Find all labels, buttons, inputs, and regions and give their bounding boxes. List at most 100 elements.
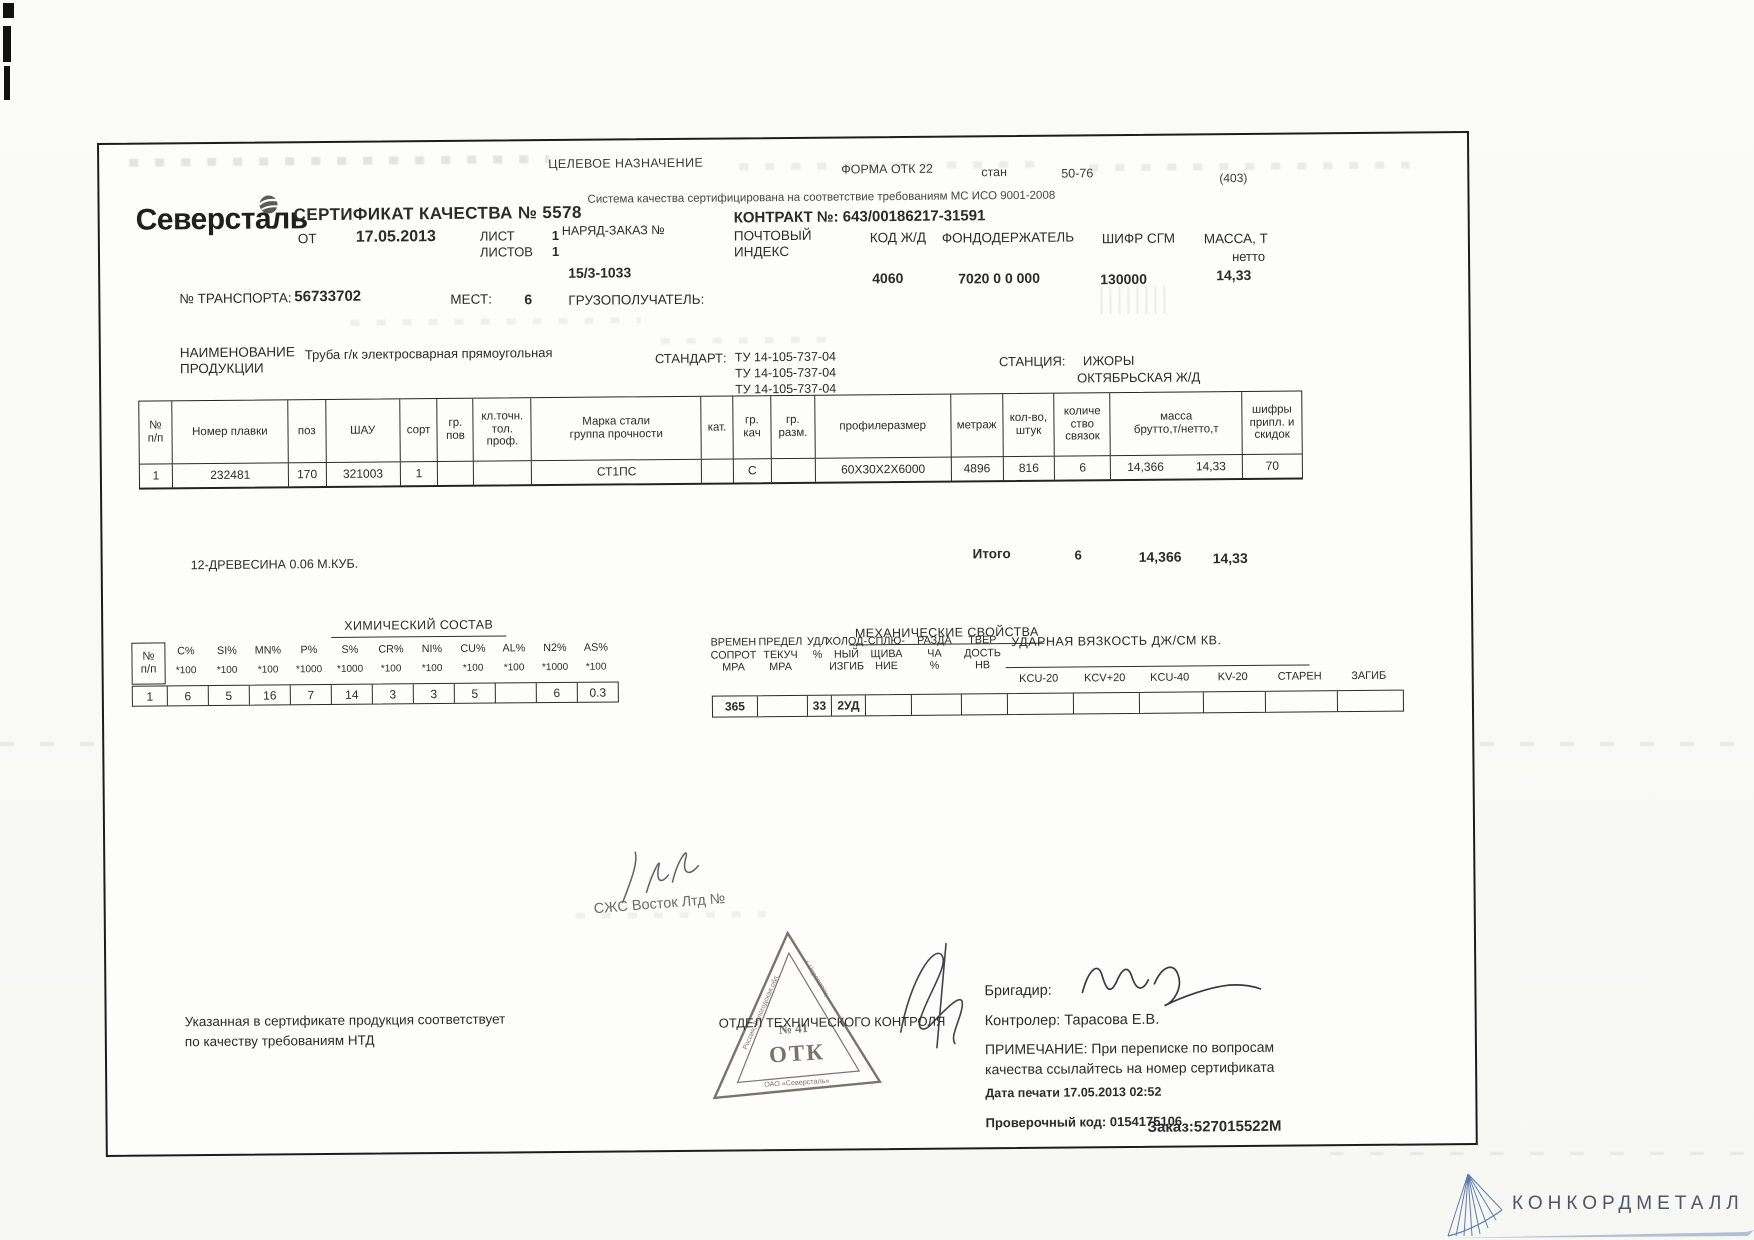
col-header: гр. пов (436, 398, 474, 462)
col-header: гр. кач (732, 396, 771, 459)
impact-col: KCU-20 (1019, 672, 1059, 685)
chem-el: N2% (543, 641, 567, 655)
chem-el: CU% (460, 642, 486, 655)
chem-cell-num: 1 (146, 689, 154, 704)
chem-cell: 5 (207, 685, 249, 706)
col-header: профилеразмер (814, 394, 951, 458)
chem-mult: *100 (380, 663, 402, 675)
zagib-label: ЗАГИБ (1351, 669, 1387, 683)
cell-svyazok: 6 (1054, 456, 1111, 480)
cell-brutto: 14,366 (1127, 459, 1164, 474)
controller-signature-icon (899, 942, 964, 1049)
stan-label: стан (981, 165, 1008, 180)
cell-profil: 60Х30Х2Х6000 (814, 457, 951, 482)
chem-cell: 16 (248, 685, 290, 705)
col-header: гр. разм. (770, 395, 815, 459)
svg-text:№ 41: № 41 (778, 1020, 808, 1037)
col-header: масса брутто,т/нетто,т (1109, 392, 1242, 456)
brigadir-label: Бригадир: (984, 982, 1052, 1000)
impact-underline (1005, 664, 1310, 669)
severstal-brand: Северсталь (135, 202, 308, 237)
cell-kl-tochn (473, 461, 532, 485)
fund-label: ФОНДОДЕРЖАТЕЛЬ (941, 229, 1075, 246)
col-header: кат. (700, 396, 733, 459)
scanner-mark (3, 26, 11, 62)
transport-value: 56733702 (294, 287, 362, 306)
scan-smudge (660, 336, 841, 345)
otk-department-line: ОТДЕЛ ТЕХНИЧЕСКОГО КОНТРОЛЯ (718, 1013, 946, 1031)
concordmetall-logo-text: КОНКОРДМЕТАЛЛ (1512, 1193, 1744, 1214)
chem-mult: *100 (216, 664, 238, 676)
chem-cell: 3 (371, 684, 413, 704)
zakaz-number: Заказ:527015522М (1147, 1117, 1282, 1136)
total-label: Итого (972, 546, 1011, 562)
chem-el: MN% (254, 644, 282, 657)
order-label: НАРЯД-ЗАКАЗ № (561, 223, 665, 238)
mech-col-header: СПЛЮ- ЩИВА НИЕ (867, 634, 906, 673)
cell-shifry: 70 (1241, 454, 1302, 479)
mech-cell (1336, 690, 1404, 712)
total-bundles: 6 (1074, 547, 1082, 563)
scan-smudge (129, 155, 550, 167)
mech-data-row: 365 33 2УД (711, 689, 1405, 718)
print-date: Дата печати 17.05.2013 02:52 (985, 1084, 1162, 1101)
code-403: (403) (1219, 170, 1248, 186)
cell-num: 1 (152, 468, 160, 483)
impact-col: KCV+20 (1084, 672, 1126, 685)
chem-mult: *100 (421, 663, 443, 675)
mech-cell (1006, 693, 1074, 715)
total-netto: 14,33 (1212, 549, 1248, 567)
severstal-logo-icon (258, 195, 278, 214)
total-brutto: 14,366 (1138, 548, 1182, 565)
mech-cell (864, 694, 912, 716)
scan-smudge (1100, 285, 1171, 315)
chem-mult: *1000 (295, 664, 323, 676)
col-header: кол-во, штук (1001, 393, 1055, 457)
mech-cell (756, 695, 808, 717)
certificate-title: СЕРТИФИКАТ КАЧЕСТВА № 5578 (293, 202, 582, 225)
mech-cell: 33 (806, 695, 832, 716)
impact-col: KCU-40 (1150, 671, 1190, 684)
chem-mult: *1000 (336, 663, 364, 675)
handwriting-squiggle-icon (621, 851, 700, 904)
sgm-value: 130000 (1100, 270, 1148, 288)
chem-el: P% (300, 644, 318, 657)
station-label: СТАНЦИЯ: (998, 353, 1066, 370)
compliance-line-1: Указанная в сертификате продукция соотве… (184, 1011, 506, 1030)
concordmetall-logo-icon (1447, 1173, 1503, 1237)
mech-col-header: ТВЕР ДОСТЬ НВ (964, 634, 1001, 672)
col-header: шифры припл. и скидок (1241, 391, 1302, 455)
cell-netto: 14,33 (1195, 458, 1227, 474)
mech-cell (910, 694, 962, 715)
form-label: ФОРМА ОТК 22 (841, 161, 933, 177)
chem-elements-row: C% SI% MN% P% S% CR% NI% CU% AL% N2% AS% (165, 641, 616, 658)
purpose-label: ЦЕЛЕВОЕ НАЗНАЧЕНИЕ (548, 155, 704, 172)
col-header: Номер плавки (171, 400, 288, 464)
main-table: № п/п Номер плавки поз ШАУ сорт гр. пов … (138, 390, 1303, 490)
col-header: Марка стали группа прочности (530, 396, 701, 461)
chem-cell: 6 (535, 682, 577, 703)
product-value: Труба г/к электросварная прямоугольная (304, 345, 553, 363)
consignee-label: ГРУЗОПОЛУЧАТЕЛЬ: (568, 291, 705, 308)
cell-gr-razm (770, 458, 815, 483)
sgm-label: ШИФР СГМ (1101, 230, 1176, 247)
mech-col-header: ХОЛОД- НЫЙ ИЗГИБ (825, 635, 868, 674)
cell-shau: 321003 (325, 462, 400, 487)
order-value: 15/3-1033 (568, 264, 632, 281)
svg-text:Россия, Вологодская обл.: Россия, Вологодская обл. (741, 973, 781, 1051)
chem-el: NI% (421, 643, 443, 656)
cell-shtuk: 816 (1002, 456, 1055, 481)
list-label: ЛИСТ (479, 228, 515, 244)
chem-title: ХИМИЧЕСКИЙ СОСТАВ (331, 617, 507, 639)
scan-streak (1330, 1152, 1754, 1155)
mech-cell (1072, 692, 1140, 714)
cell-kat (700, 459, 733, 483)
product-label: НАИМЕНОВАНИЕ ПРОДУКЦИИ (179, 344, 295, 377)
col-header: ШАУ (324, 399, 400, 463)
mest-value: 6 (524, 291, 533, 308)
mech-cell (1202, 691, 1266, 713)
chem-num-header: № п/п (131, 642, 166, 685)
chem-data-row: 1 6 5 16 7 14 3 3 5 6 0.3 (131, 681, 619, 707)
chem-cell: 5 (453, 683, 495, 703)
col-header: кл.точн. тол. проф. (472, 398, 532, 461)
